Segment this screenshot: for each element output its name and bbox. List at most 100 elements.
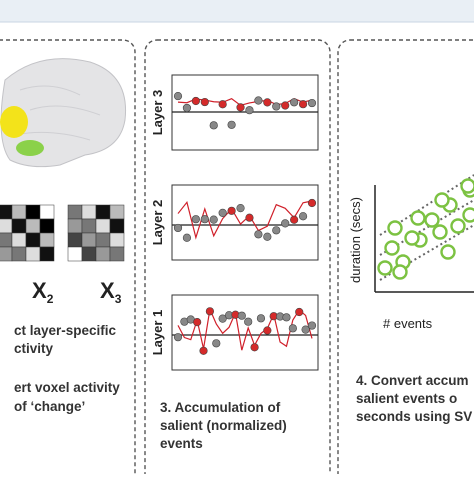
matrix-cell [40,205,54,219]
duration-point [412,212,425,225]
event-dot [281,102,289,110]
matrix-cell [0,233,12,247]
event-dot [174,333,182,341]
x-axis-label: # events [383,316,433,331]
event-dot [295,308,303,316]
matrix-cell [96,219,110,233]
event-dot [237,204,245,212]
duration-point [442,246,455,259]
matrix-cell [12,247,26,261]
matrix-cell [40,219,54,233]
plot-frame [172,295,318,370]
matrix-cell [96,205,110,219]
event-dot [251,343,259,351]
duration-point [464,209,474,222]
header-band [0,0,474,22]
duration-point [462,180,474,193]
matrix-cell [82,247,96,261]
caption: 4. Convert accum [356,373,469,388]
event-dot [289,325,297,333]
matrix-cell [26,205,40,219]
duration-point [436,194,449,207]
event-dot [193,318,201,326]
duration-point [394,266,407,279]
duration-point [406,232,419,245]
matrix-cell [12,233,26,247]
matrix-cell [0,247,12,261]
event-dot [308,99,316,107]
caption: ct layer-specific [14,323,117,338]
event-dot [200,347,208,355]
matrix-cell [82,219,96,233]
event-dot [290,216,298,224]
matrix-cell [68,205,82,219]
event-dot [299,212,307,220]
caption: ert voxel activity [14,380,120,395]
matrix-cell [0,219,12,233]
event-dot [237,104,245,112]
event-dot [201,215,209,223]
duration-point [434,226,447,239]
caption: of ‘change’ [14,399,85,414]
duration-point [452,220,465,233]
matrix-cell [68,233,82,247]
caption: ctivity [14,341,54,356]
duration-point [386,242,399,255]
event-dot [192,215,200,223]
matrix-cell [68,247,82,261]
event-dot [174,92,182,100]
matrix-cell [40,233,54,247]
event-dot [264,327,272,335]
duration-point [389,222,402,235]
event-dot [183,234,191,242]
event-dot [264,99,272,107]
matrix-cell [96,233,110,247]
event-dot [281,220,289,228]
matrix-cell [110,247,124,261]
event-dot [255,231,263,239]
caption: seconds using SV [356,409,472,424]
duration-point [379,262,392,275]
matrix-cell [40,247,54,261]
event-dot [257,315,265,323]
event-dot [228,121,236,129]
matrix-cell [68,219,82,233]
caption: salient events o [356,391,457,406]
event-dot [206,307,214,315]
layer-label: Layer 3 [150,90,165,136]
matrix-cell [110,205,124,219]
event-dot [212,340,220,348]
event-dot [272,227,280,235]
event-dot [219,209,227,217]
duration-point [426,214,439,227]
matrices [0,205,124,261]
matrix-cell [26,219,40,233]
matrix-label: X2 [32,278,54,306]
event-dot [219,100,227,108]
event-dot [255,97,263,105]
matrix-cell [12,205,26,219]
event-dot [264,233,272,241]
matrix-cell [82,205,96,219]
event-dot [246,106,254,114]
event-dot [192,97,200,105]
event-dot [299,100,307,108]
matrix-cell [26,247,40,261]
matrix-label: X3 [100,278,122,306]
caption: 3. Accumulation of [160,400,281,415]
duration-plot [375,175,474,292]
matrix-cell [26,233,40,247]
event-dot [290,98,298,106]
event-dot [272,103,280,111]
brain [0,59,126,167]
caption: events [160,436,203,451]
event-dot [244,318,252,326]
matrix-cell [110,219,124,233]
event-dot [210,122,218,130]
event-dot [174,224,182,232]
event-dot [283,314,291,322]
matrix-cell [110,233,124,247]
matrix-cell [12,219,26,233]
